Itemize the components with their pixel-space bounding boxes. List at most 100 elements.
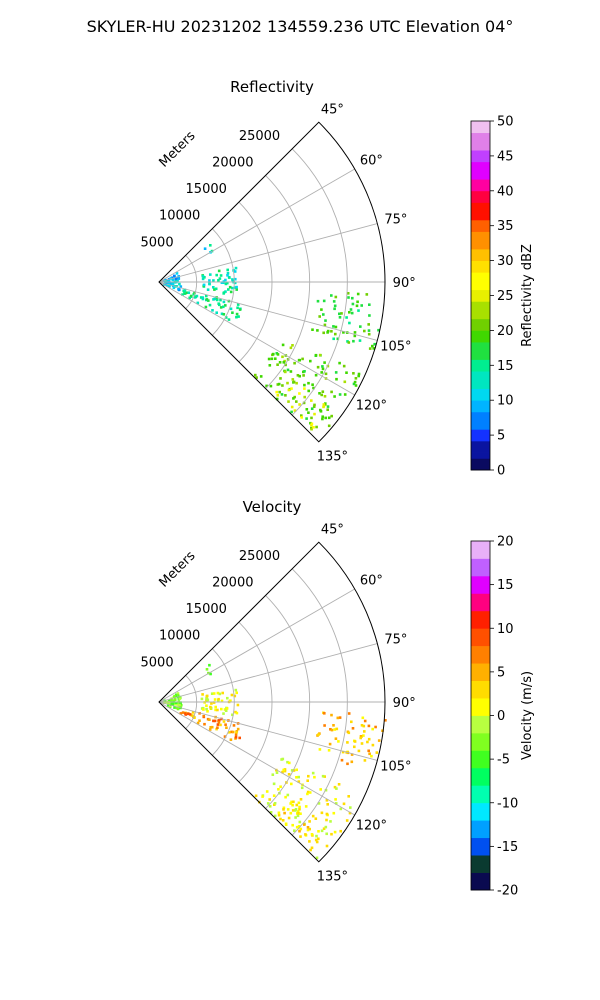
colorbar-segment xyxy=(471,808,490,815)
echo-pixel xyxy=(201,693,204,696)
echo-pixel xyxy=(280,393,284,396)
echo-pixel xyxy=(367,724,371,728)
echo-pixel xyxy=(293,361,296,365)
echo-pixel xyxy=(191,711,195,714)
echo-pixel xyxy=(313,775,316,779)
echo-pixel xyxy=(352,372,355,375)
echo-pixel xyxy=(324,788,328,792)
colorbar-segment xyxy=(471,680,490,687)
echo-pixel xyxy=(315,840,319,844)
colorbar-segment xyxy=(471,570,490,577)
echo-pixel xyxy=(351,302,355,306)
echo-pixel xyxy=(220,699,224,703)
colorbar-segment xyxy=(471,243,490,250)
echo-pixel xyxy=(312,405,316,408)
colorbar-segment xyxy=(471,779,490,786)
colorbar-segment xyxy=(471,126,490,134)
colorbar-tick-label: -10 xyxy=(497,796,518,811)
echo-pixel xyxy=(297,801,301,805)
echo-pixel xyxy=(307,411,310,414)
echo-pixel xyxy=(205,704,208,707)
echo-pixel xyxy=(196,721,200,725)
echo-pixel xyxy=(375,751,379,754)
echo-pixel xyxy=(222,280,226,283)
echo-pixel xyxy=(314,838,318,842)
echo-pixel xyxy=(300,414,303,417)
echo-pixel xyxy=(315,856,319,860)
echo-pixel xyxy=(290,769,294,772)
echo-pixel xyxy=(238,308,242,311)
colorbar-segment xyxy=(471,179,490,186)
echo-pixel xyxy=(272,794,276,797)
echo-pixel xyxy=(208,303,212,307)
echo-pixel xyxy=(291,803,294,807)
colorbar-segment xyxy=(471,266,490,273)
colorbar-segment xyxy=(471,762,490,769)
echo-pixel xyxy=(183,288,187,292)
range-tick-label: 25000 xyxy=(239,549,280,564)
echo-pixel xyxy=(198,719,201,722)
echo-pixel xyxy=(354,384,358,387)
echo-pixel xyxy=(368,303,371,306)
echo-pixel xyxy=(330,728,334,732)
echo-pixel xyxy=(322,405,325,409)
echo-pixel xyxy=(371,743,375,747)
echo-pixel xyxy=(324,416,327,420)
echo-pixel xyxy=(231,278,234,281)
echo-pixel xyxy=(281,355,284,359)
echo-pixel xyxy=(346,292,350,295)
colorbar-segment xyxy=(471,610,490,618)
echo-pixel xyxy=(348,811,352,815)
echo-pixel xyxy=(346,741,349,744)
echo-pixel xyxy=(305,408,309,411)
echo-pixel xyxy=(315,834,318,838)
echo-pixel xyxy=(299,798,303,801)
echo-pixel xyxy=(322,827,326,830)
echo-pixel xyxy=(323,712,326,715)
azimuth-tick-label: 120° xyxy=(356,399,387,414)
colorbar-segment xyxy=(471,837,490,844)
colorbar-tick-label: 10 xyxy=(497,394,514,409)
echo-pixel xyxy=(310,427,313,431)
echo-pixel xyxy=(178,282,181,286)
echo-pixel xyxy=(231,730,235,734)
echo-pixel xyxy=(190,714,194,717)
echo-pixel xyxy=(289,346,293,350)
echo-pixel xyxy=(205,697,208,700)
colorbar-segment xyxy=(471,831,490,839)
echo-pixel xyxy=(373,342,376,346)
echo-pixel xyxy=(212,692,216,695)
echo-pixel xyxy=(322,313,325,316)
echo-pixel xyxy=(347,712,351,715)
echo-pixel xyxy=(349,806,352,809)
azimuth-tick-label: 90° xyxy=(393,276,416,291)
echo-pixel xyxy=(203,276,206,279)
echo-pixel xyxy=(359,736,362,740)
echo-pixel xyxy=(284,795,287,799)
colorbar-segment xyxy=(471,826,490,833)
azimuth-tick-label: 75° xyxy=(384,213,407,228)
echo-pixel xyxy=(180,703,183,707)
echo-pixel xyxy=(333,395,336,398)
echo-pixel xyxy=(307,381,310,385)
echo-pixel xyxy=(219,274,223,277)
colorbar-segment xyxy=(471,674,490,681)
colorbar-segment xyxy=(471,884,490,891)
echo-pixel xyxy=(350,720,353,724)
colorbar-segment xyxy=(471,435,490,442)
colorbar-tick-label: 15 xyxy=(497,578,514,593)
echo-pixel xyxy=(220,312,224,316)
echo-region xyxy=(311,292,380,350)
echo-pixel xyxy=(209,672,212,676)
echo-pixel xyxy=(310,846,314,850)
echo-pixel xyxy=(173,694,176,698)
echo-pixel xyxy=(330,414,333,418)
colorbar-segment xyxy=(471,872,490,879)
echo-pixel xyxy=(281,757,285,761)
colorbar-segment xyxy=(471,645,490,652)
echo-pixel xyxy=(224,304,227,307)
echo-pixel xyxy=(303,387,306,390)
echo-pixel xyxy=(167,278,171,282)
echo-pixel xyxy=(268,805,272,808)
echo-pixel xyxy=(179,712,183,715)
